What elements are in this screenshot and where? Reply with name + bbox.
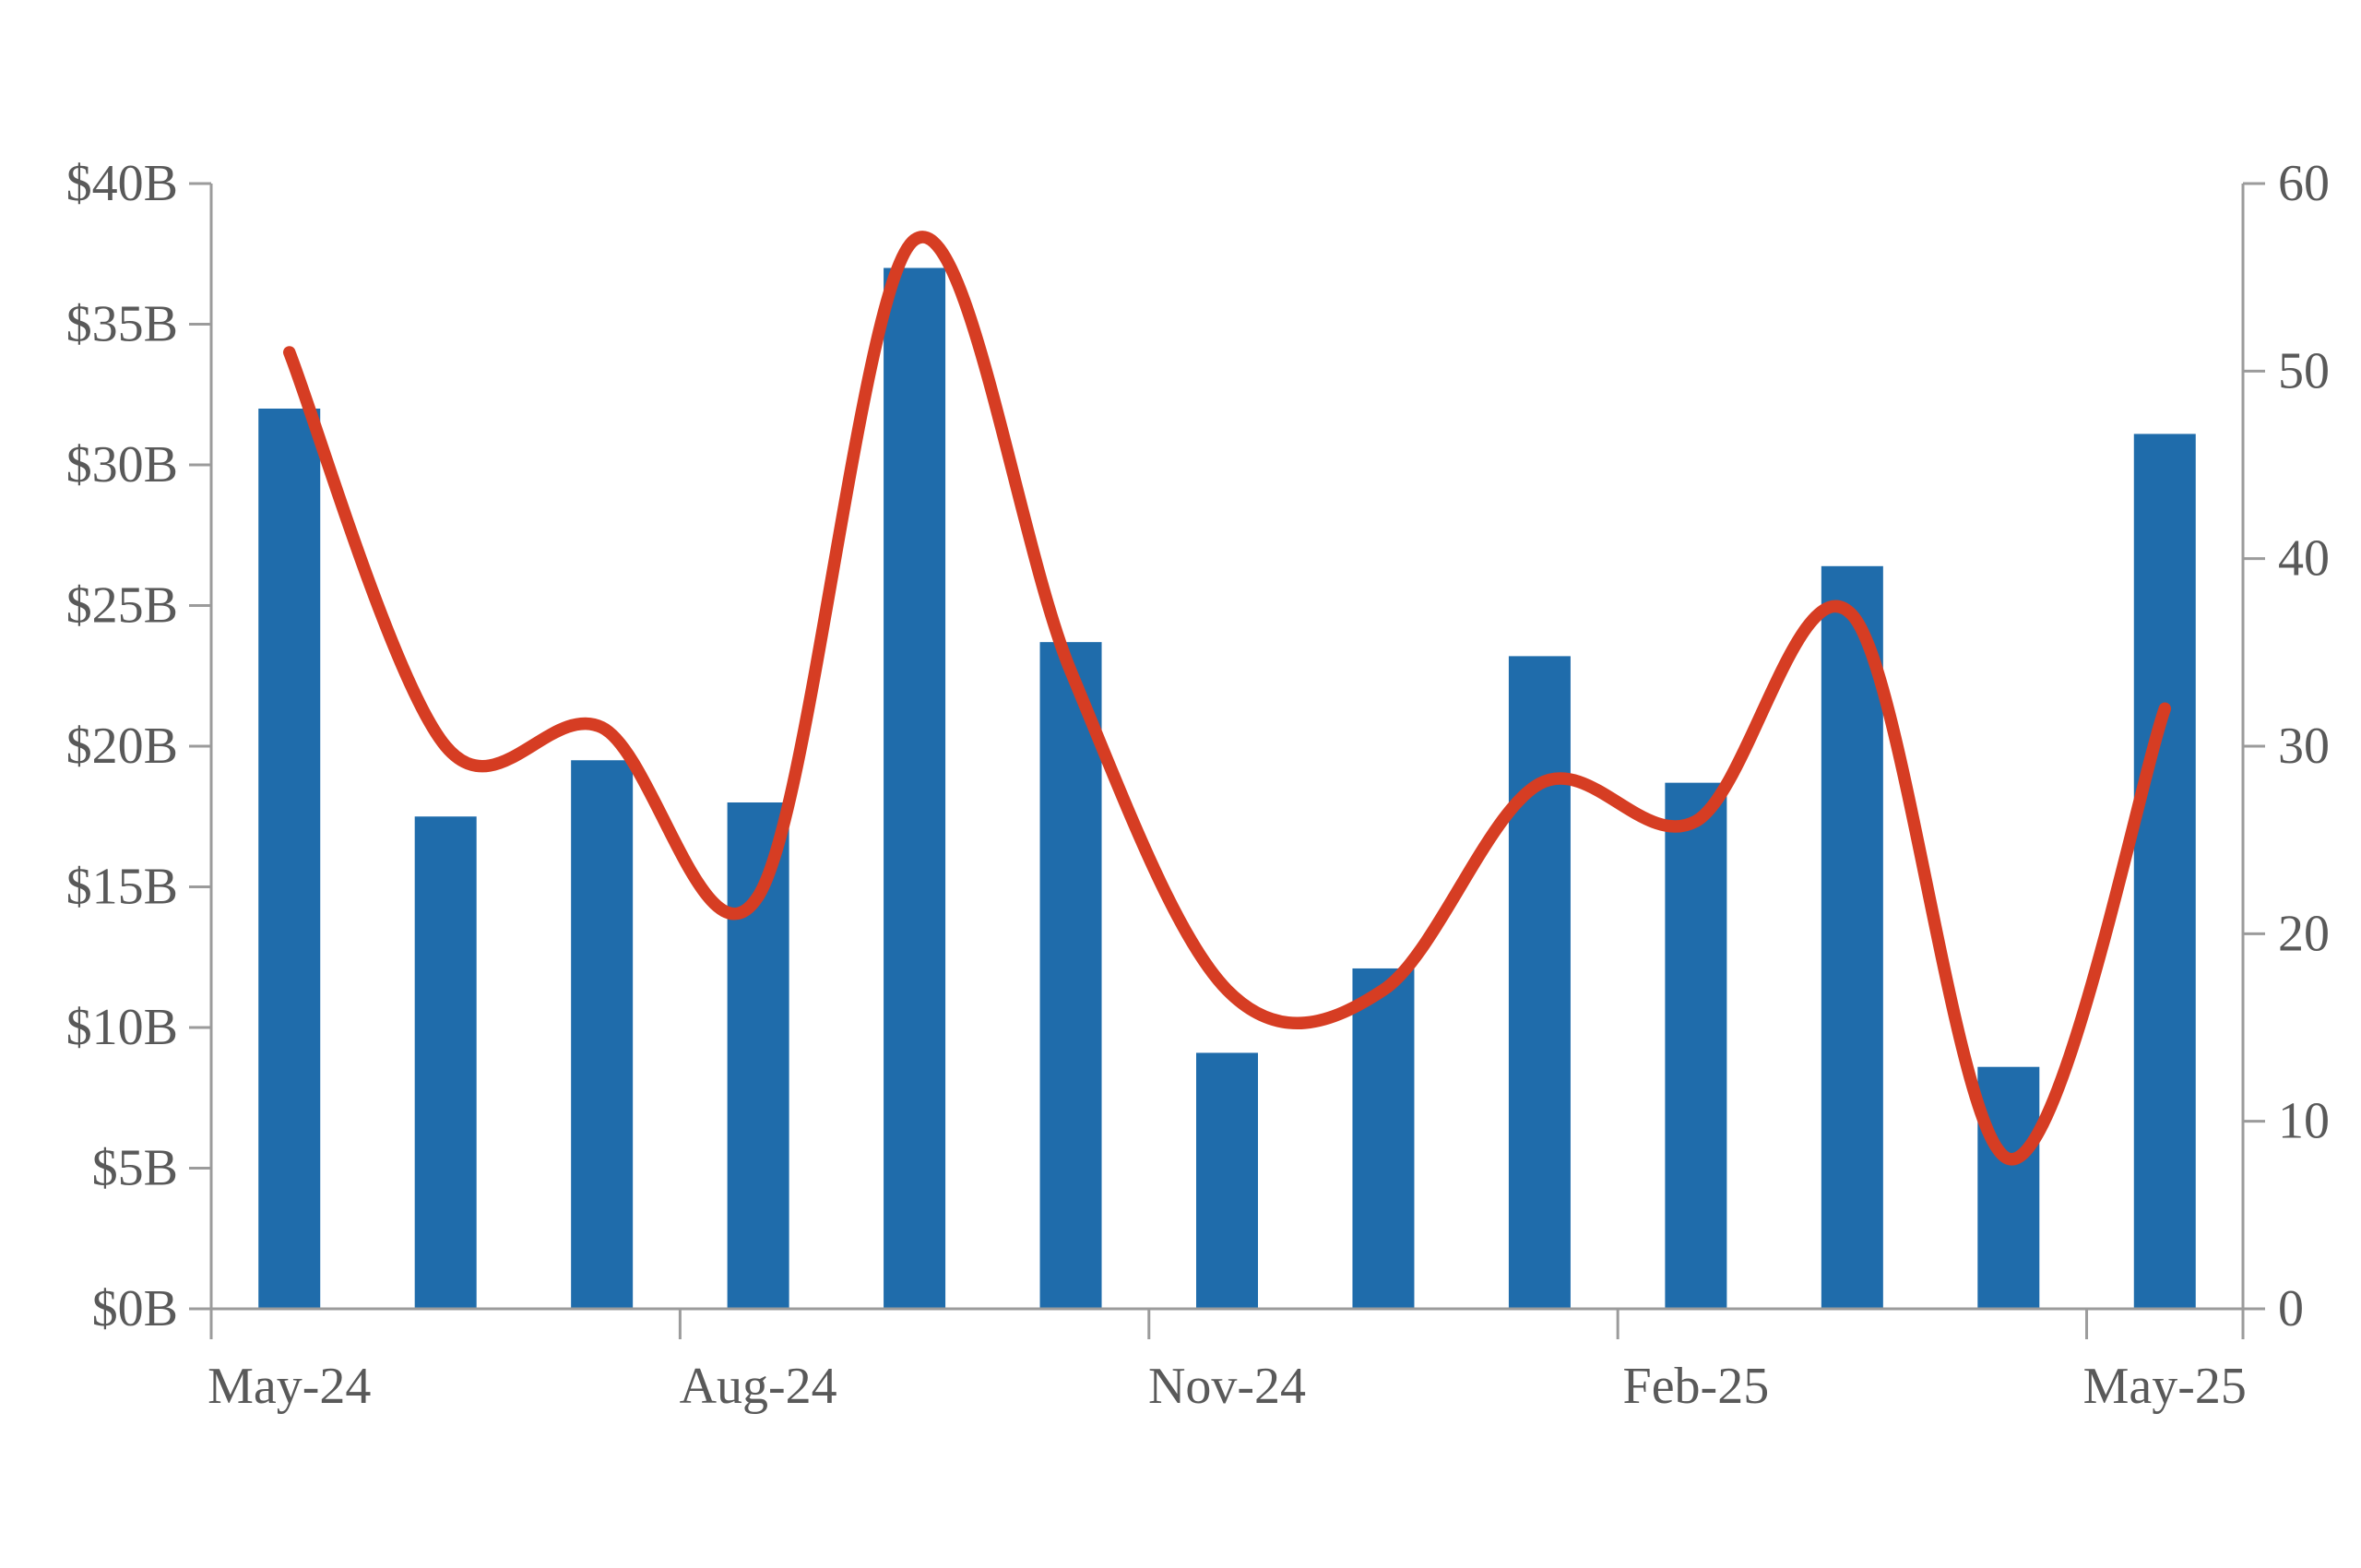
right-axis-label: 40 [2278, 530, 2330, 588]
left-axis-label: $25B [66, 577, 178, 635]
bar [1665, 782, 1727, 1309]
bar [1039, 642, 1102, 1309]
left-axis-label: $5B [92, 1140, 178, 1197]
right-axis-label: 60 [2278, 155, 2330, 212]
trend-line [282, 231, 2172, 1166]
right-axis-label: 30 [2278, 718, 2330, 775]
bar [1977, 1066, 2040, 1309]
bar [884, 267, 946, 1309]
left-axis-label: $0B [92, 1280, 178, 1337]
left-axis-label: $10B [66, 999, 178, 1056]
bar [1352, 968, 1415, 1309]
x-axis-label: Aug-24 [680, 1358, 837, 1415]
bar [414, 816, 477, 1309]
left-axis-label: $20B [66, 718, 178, 775]
bar [1508, 656, 1571, 1309]
left-axis-label: $40B [66, 155, 178, 212]
bar [258, 409, 321, 1309]
bar [1821, 565, 1883, 1309]
bar [571, 760, 634, 1309]
x-axis-label: Feb-25 [1623, 1358, 1770, 1415]
right-axis-label: 10 [2278, 1093, 2330, 1150]
x-axis-label: May-24 [208, 1358, 371, 1415]
bar [1196, 1052, 1258, 1309]
right-axis-label: 0 [2278, 1280, 2304, 1337]
x-axis-label: Nov-24 [1148, 1358, 1306, 1415]
bar [2133, 434, 2196, 1309]
left-axis-label: $30B [66, 436, 178, 493]
x-axis-label: May-25 [2083, 1358, 2247, 1415]
right-axis-label: 20 [2278, 905, 2330, 962]
right-axis-label: 50 [2278, 342, 2330, 399]
left-axis-label: $15B [66, 859, 178, 916]
left-axis-label: $35B [66, 296, 178, 353]
bar [727, 802, 789, 1309]
